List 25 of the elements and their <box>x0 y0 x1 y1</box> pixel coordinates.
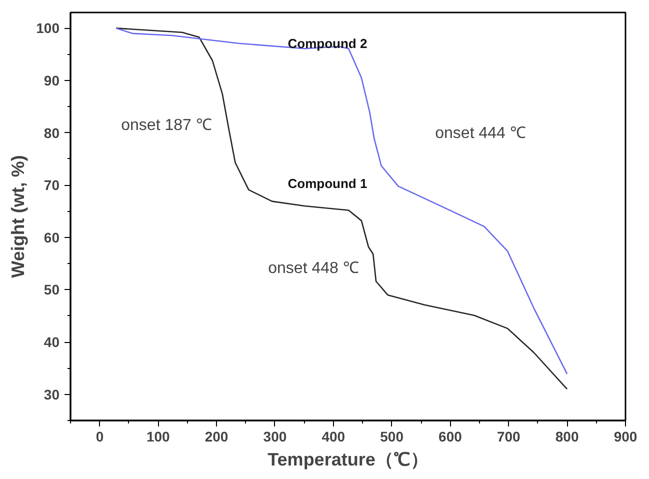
y-tick-label: 60 <box>44 229 60 246</box>
x-tick-label: 700 <box>496 428 521 444</box>
series-label: Compound 2 <box>288 36 368 51</box>
x-tick-label: 0 <box>96 428 104 444</box>
x-tick-label: 400 <box>322 428 346 444</box>
annotation: onset 448 ℃ <box>268 260 359 277</box>
y-tick-label: 40 <box>44 334 60 350</box>
x-tick-label: 100 <box>146 428 170 444</box>
y-tick-label: 80 <box>44 124 60 141</box>
annotation: onset 444 ℃ <box>435 125 526 142</box>
x-tick-label: 600 <box>438 428 462 444</box>
x-axis-title: Temperature（℃） <box>268 450 428 470</box>
x-tick-label: 500 <box>380 428 404 444</box>
y-tick-label: 30 <box>44 386 60 402</box>
y-axis-title: Weight (wt, %) <box>8 155 28 278</box>
y-tick-label: 100 <box>36 20 60 36</box>
x-tick-label: 900 <box>614 428 638 444</box>
x-tick-label: 200 <box>204 428 228 444</box>
y-tick-label: 70 <box>44 177 60 194</box>
series-label: Compound 1 <box>288 176 368 191</box>
x-tick-label: 300 <box>263 428 287 444</box>
y-tick-label: 50 <box>44 282 60 298</box>
y-tick-label: 90 <box>44 72 60 88</box>
x-tick-label: 800 <box>555 428 579 444</box>
annotation: onset 187 ℃ <box>121 117 212 134</box>
